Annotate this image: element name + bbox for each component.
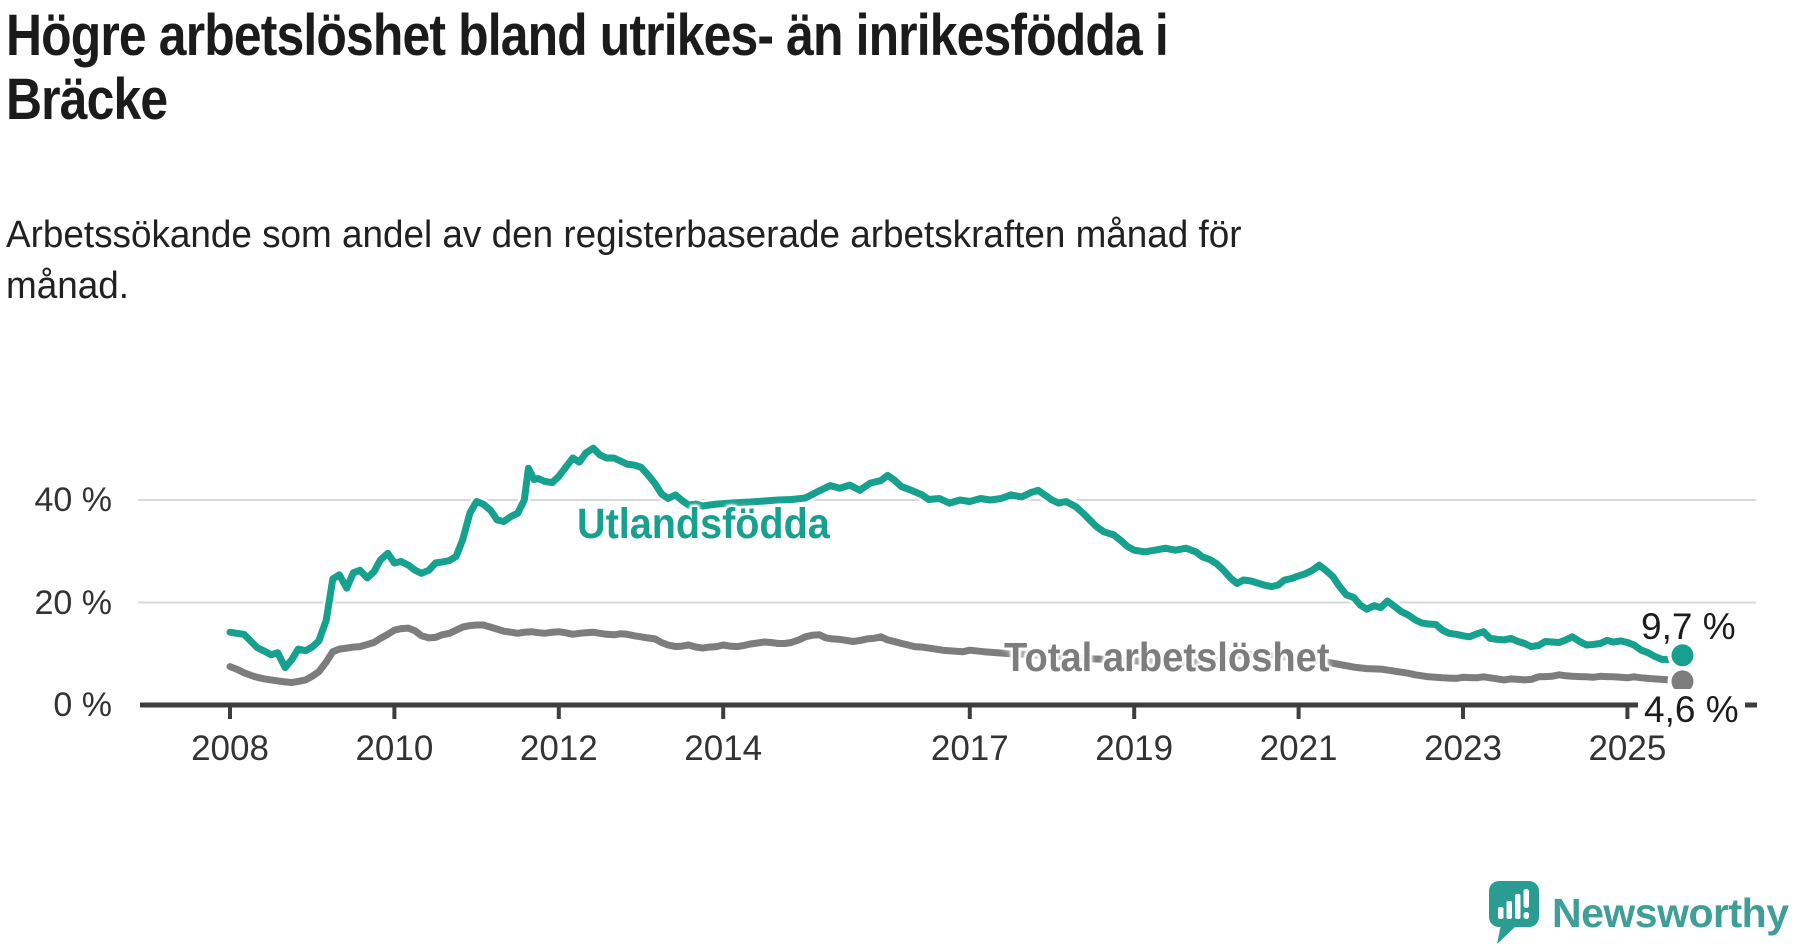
y-tick-label: 0 % xyxy=(53,686,112,724)
chart-subtitle-line2: månad. xyxy=(6,265,129,307)
x-tick-label: 2021 xyxy=(1259,729,1338,768)
end-value-label-total-arbetsloshet: 4,6 % xyxy=(1638,689,1745,731)
x-tick-label: 2008 xyxy=(191,729,269,768)
x-tick-label: 2019 xyxy=(1095,729,1174,768)
chart-title-line2: Bräcke xyxy=(6,67,168,132)
newsworthy-speech-bubble-icon xyxy=(1489,881,1539,944)
series-label-utlandsfodda: Utlandsfödda xyxy=(577,500,830,548)
x-tick-label: 2010 xyxy=(355,729,434,768)
line-total-arbetsloshet xyxy=(226,621,1686,686)
x-tick-label: 2017 xyxy=(930,729,1009,768)
end-dot-utlandsfodda xyxy=(1671,644,1694,667)
series-label-total-arbetsloshet: Total arbetslöshet xyxy=(1004,634,1330,680)
chart-title-line1: Högre arbetslöshet bland utrikes- än inr… xyxy=(6,3,1169,68)
x-tick-label: 2014 xyxy=(684,729,763,768)
end-dot-total-arbetsloshet xyxy=(1671,670,1694,693)
newsworthy-wordmark: Newsworthy xyxy=(1552,889,1789,936)
x-tick-label: 2012 xyxy=(519,729,598,768)
chart-subtitle-line1: Arbetssökande som andel av den registerb… xyxy=(6,214,1242,256)
y-tick-label: 40 % xyxy=(34,481,113,519)
x-tick-label: 2023 xyxy=(1424,729,1502,768)
chart-title: Högre arbetslöshet bland utrikes- än inr… xyxy=(6,4,1451,132)
end-value-label-utlandsfodda: 9,7 % xyxy=(1641,606,1736,647)
line-utlandsfodda xyxy=(226,444,1686,672)
chart-subtitle: Arbetssökande som andel av den registerb… xyxy=(6,210,1461,312)
x-tick-label: 2025 xyxy=(1588,729,1667,768)
y-tick-label: 20 % xyxy=(34,583,113,622)
newsworthy-logo: Newsworthy xyxy=(1488,880,1789,946)
